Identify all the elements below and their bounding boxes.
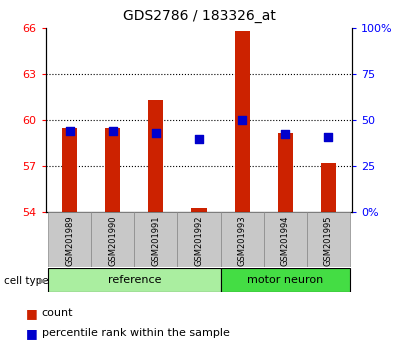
Bar bbox=[105, 128, 120, 212]
Bar bbox=[148, 101, 164, 212]
Bar bbox=[191, 208, 207, 212]
Bar bbox=[62, 128, 77, 212]
Text: motor neuron: motor neuron bbox=[247, 275, 324, 285]
Text: GSM201992: GSM201992 bbox=[195, 215, 203, 266]
Text: GSM201995: GSM201995 bbox=[324, 215, 333, 266]
FancyBboxPatch shape bbox=[91, 212, 134, 267]
Point bbox=[239, 118, 245, 123]
FancyBboxPatch shape bbox=[178, 212, 220, 267]
Text: GDS2786 / 183326_at: GDS2786 / 183326_at bbox=[123, 9, 275, 23]
Point bbox=[153, 130, 159, 136]
Text: ■: ■ bbox=[26, 327, 38, 340]
FancyBboxPatch shape bbox=[48, 212, 91, 267]
FancyBboxPatch shape bbox=[134, 212, 178, 267]
Text: reference: reference bbox=[107, 275, 161, 285]
Text: GSM201990: GSM201990 bbox=[108, 215, 117, 266]
FancyBboxPatch shape bbox=[264, 212, 307, 267]
FancyBboxPatch shape bbox=[220, 268, 350, 292]
Bar bbox=[278, 133, 293, 212]
Bar bbox=[321, 163, 336, 212]
Text: GSM201989: GSM201989 bbox=[65, 215, 74, 266]
Text: GSM201994: GSM201994 bbox=[281, 215, 290, 266]
Point bbox=[196, 136, 202, 142]
Text: percentile rank within the sample: percentile rank within the sample bbox=[42, 329, 230, 338]
Point bbox=[66, 128, 73, 134]
Text: GSM201991: GSM201991 bbox=[151, 215, 160, 266]
Bar bbox=[234, 32, 250, 212]
Text: cell type: cell type bbox=[4, 276, 52, 286]
Point bbox=[282, 131, 289, 137]
FancyBboxPatch shape bbox=[307, 212, 350, 267]
Point bbox=[109, 128, 116, 134]
FancyBboxPatch shape bbox=[220, 212, 264, 267]
Text: ■: ■ bbox=[26, 307, 38, 320]
Point bbox=[325, 135, 332, 140]
Text: ►: ► bbox=[39, 276, 47, 286]
Text: count: count bbox=[42, 308, 73, 318]
FancyBboxPatch shape bbox=[48, 268, 220, 292]
Text: GSM201993: GSM201993 bbox=[238, 215, 247, 266]
